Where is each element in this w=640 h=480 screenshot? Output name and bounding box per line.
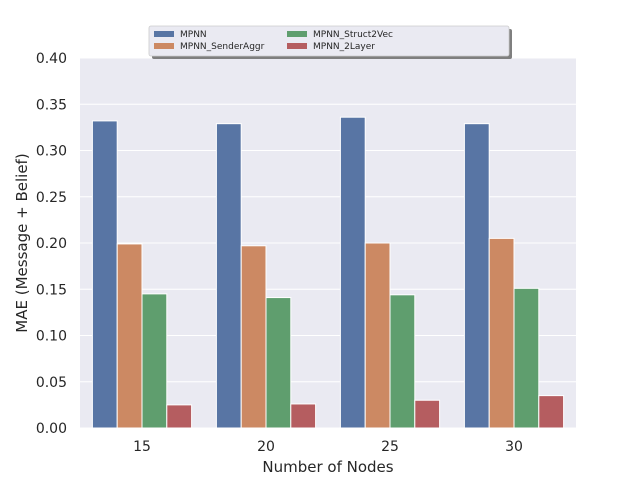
bar-mpnn-2layer-15: [166, 404, 193, 429]
bar-mpnn-struct2vec-30: [513, 287, 540, 429]
y-tick-label: 0.25: [36, 190, 67, 206]
x-tick-label: 30: [505, 439, 523, 455]
legend-label: MPNN_2Layer: [313, 42, 375, 52]
y-tick-label: 0.00: [36, 421, 67, 437]
x-tick-label: 20: [257, 439, 275, 455]
legend-label: MPNN_SenderAggr: [180, 42, 265, 52]
bars: [91, 116, 565, 429]
y-tick-label: 0.20: [36, 236, 67, 252]
x-tick-label: 15: [133, 439, 151, 455]
y-tick-label: 0.05: [36, 375, 67, 391]
x-tick-labels: 15 20 25 30: [133, 439, 523, 455]
legend-swatch: [287, 31, 307, 37]
y-tick-labels: 0.00 0.05 0.10 0.15 0.20 0.25 0.30 0.35 0.40: [36, 51, 67, 437]
y-tick-label: 0.10: [36, 329, 67, 345]
bar-mpnn-20: [215, 123, 242, 429]
bar-mpnn-struct2vec-20: [265, 297, 292, 429]
y-tick-label: 0.35: [36, 97, 67, 113]
legend: MPNN MPNN_SenderAggr MPNN_Struct2Vec MPNN_2…: [148, 25, 512, 59]
bar-mpnn-2layer-30: [538, 395, 565, 429]
legend-label: MPNN: [180, 30, 207, 40]
bar-mpnn-30: [463, 123, 490, 429]
bar-mpnn-15: [91, 120, 118, 429]
bar-mpnn-senderaggr-20: [240, 245, 267, 429]
x-tick-label: 25: [381, 439, 399, 455]
bar-mpnn-2layer-20: [290, 403, 317, 429]
y-tick-label: 0.40: [36, 51, 67, 67]
bar-mpnn-senderaggr-15: [116, 243, 143, 429]
bar-mpnn-struct2vec-15: [141, 293, 168, 429]
bar-mpnn-25: [339, 116, 366, 429]
x-axis-title: Number of Nodes: [262, 458, 393, 476]
legend-swatch: [154, 31, 174, 37]
legend-swatch: [287, 43, 307, 49]
y-axis-title: MAE (Message + Belief): [13, 153, 31, 332]
y-tick-label: 0.15: [36, 282, 67, 298]
legend-label: MPNN_Struct2Vec: [313, 30, 393, 40]
bar-mpnn-senderaggr-30: [488, 237, 515, 429]
bar-mpnn-senderaggr-25: [364, 242, 391, 429]
legend-box: [148, 25, 510, 57]
y-tick-label: 0.30: [36, 144, 67, 160]
bar-mpnn-2layer-25: [414, 399, 441, 429]
legend-swatch: [154, 43, 174, 49]
bar-mpnn-struct2vec-25: [389, 294, 416, 429]
